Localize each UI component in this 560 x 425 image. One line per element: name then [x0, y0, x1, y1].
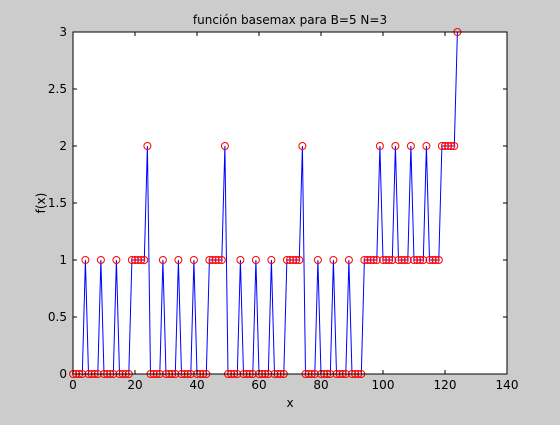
data-point: [379, 256, 387, 264]
data-point: [422, 142, 431, 150]
data-point: [382, 256, 391, 264]
data-point: [131, 256, 139, 264]
y-tick-label: 0: [59, 367, 67, 381]
y-tick-label: 0.5: [48, 310, 67, 324]
data-point: [410, 256, 418, 264]
x-axis-label: x: [286, 396, 293, 410]
data-point: [363, 256, 372, 264]
data-point: [127, 256, 136, 264]
data-point: [267, 256, 276, 264]
y-tick-label: 3: [59, 25, 67, 39]
data-point: [375, 142, 384, 150]
data-point: [416, 256, 425, 264]
data-point: [220, 142, 229, 150]
y-tick-label: 1: [59, 253, 67, 267]
data-point: [96, 256, 105, 264]
data-point: [406, 142, 415, 150]
data-point: [137, 256, 146, 264]
data-point: [158, 256, 167, 264]
x-tick-label: 140: [496, 378, 519, 392]
data-point: [214, 256, 223, 264]
data-point: [205, 256, 214, 264]
data-point: [431, 256, 440, 264]
data-point: [189, 256, 198, 264]
data-point: [441, 142, 449, 150]
data-point: [444, 142, 453, 150]
data-point: [403, 256, 412, 264]
data-point: [143, 142, 152, 150]
x-tick-label: 40: [189, 378, 204, 392]
data-point: [298, 142, 307, 150]
data-point: [447, 142, 456, 150]
data-point: [289, 256, 298, 264]
data-point: [140, 256, 149, 264]
data-point: [286, 256, 294, 264]
data-point: [236, 256, 245, 264]
data-point: [81, 256, 90, 264]
data-point: [174, 256, 183, 264]
data-point: [385, 256, 394, 264]
x-tick-label: 100: [372, 378, 395, 392]
data-point: [211, 256, 220, 264]
x-tick-label: 60: [251, 378, 266, 392]
data-point: [394, 256, 403, 264]
data-point: [217, 256, 226, 264]
data-point: [372, 256, 381, 264]
data-point: [419, 256, 428, 264]
data-point: [208, 256, 217, 264]
data-point: [112, 256, 121, 264]
y-axis-label: f(x): [34, 193, 48, 214]
data-point: [391, 142, 400, 150]
y-tick-label: 2: [59, 139, 67, 153]
data-point: [292, 256, 301, 264]
data-point: [428, 256, 437, 264]
y-tick-label: 1.5: [48, 196, 67, 210]
x-tick-label: 0: [69, 378, 77, 392]
data-point: [134, 256, 143, 264]
data-point: [366, 256, 375, 264]
y-tick-label: 2.5: [48, 82, 67, 96]
data-point: [360, 256, 369, 264]
data-point: [251, 256, 260, 264]
data-point: [344, 256, 353, 264]
data-point: [434, 256, 443, 264]
x-tick-label: 20: [127, 378, 142, 392]
data-point: [388, 256, 397, 264]
data-point: [400, 256, 409, 264]
data-point: [425, 256, 434, 264]
x-tick-label: 120: [434, 378, 457, 392]
data-point: [397, 256, 406, 264]
data-point: [369, 256, 378, 264]
data-point: [282, 256, 291, 264]
plot-area: [73, 32, 507, 374]
ticks: 0 20 40 60 80 100 120 140 0 0.5 1 1.5 2 2.5 3: [48, 25, 519, 392]
data-point: [413, 256, 422, 264]
data-point: [329, 256, 338, 264]
data-point: [295, 256, 304, 264]
chart-title: función basemax para B=5 N=3: [193, 13, 387, 27]
data-point: [437, 142, 446, 150]
data-point: [450, 142, 459, 150]
data-point: [313, 256, 322, 264]
x-tick-label: 80: [313, 378, 328, 392]
